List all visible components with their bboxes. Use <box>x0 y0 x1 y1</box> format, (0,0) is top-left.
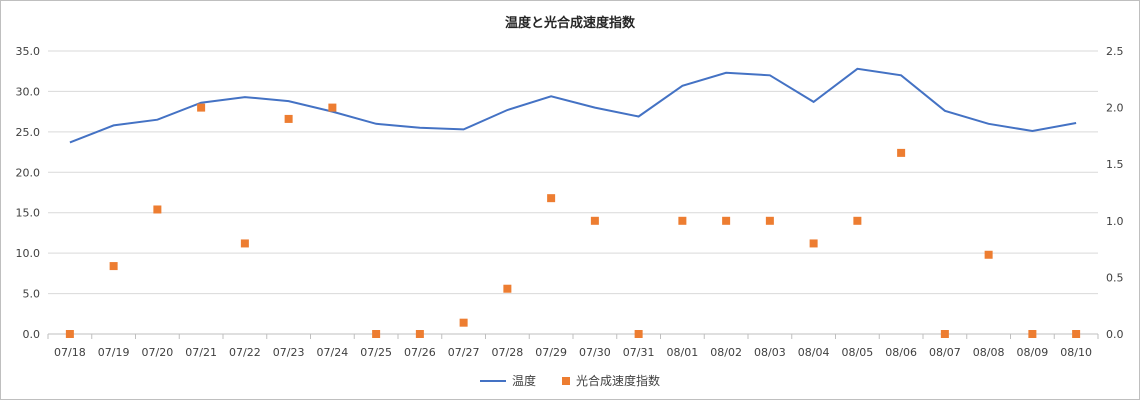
photosynthesis-point <box>634 330 643 338</box>
x-axis-tick-label: 07/28 <box>492 346 524 359</box>
x-axis-tick-label: 07/26 <box>404 346 436 359</box>
x-axis-tick-label: 08/09 <box>1017 346 1049 359</box>
left-axis-tick-label: 35.0 <box>16 45 41 58</box>
right-axis-tick-label: 1.0 <box>1106 215 1124 228</box>
temperature-series-line <box>69 67 1077 144</box>
legend-square-swatch <box>562 376 570 385</box>
x-axis-tick-label: 07/21 <box>185 346 217 359</box>
x-axis-tick-label: 07/31 <box>623 346 655 359</box>
x-axis-tick-label: 07/30 <box>579 346 611 359</box>
x-axis-tick-label: 08/05 <box>842 346 874 359</box>
x-axis-tick-label: 07/22 <box>229 346 261 359</box>
x-axis-tick-label: 07/24 <box>317 346 349 359</box>
x-axis-tick-label: 08/06 <box>885 346 917 359</box>
photosynthesis-series-points <box>65 103 1081 338</box>
x-axis-tick-label: 07/29 <box>535 346 567 359</box>
photosynthesis-point <box>415 330 424 338</box>
photosynthesis-point <box>65 330 74 338</box>
x-axis-tick-label: 08/01 <box>667 346 699 359</box>
right-axis-tick-label: 0.0 <box>1106 328 1124 341</box>
photosynthesis-point <box>765 216 774 225</box>
photosynthesis-point <box>897 148 906 157</box>
left-axis-tick-label: 25.0 <box>16 126 41 139</box>
left-axis-tick-label: 15.0 <box>16 207 41 220</box>
legend-item-temperature: 温度 <box>479 372 536 389</box>
photosynthesis-point <box>197 103 206 112</box>
legend-label-temperature: 温度 <box>511 374 536 388</box>
x-axis-tick-label: 08/02 <box>710 346 742 359</box>
right-axis-tick-label: 2.0 <box>1106 102 1124 115</box>
right-axis-tick-label: 1.5 <box>1106 158 1124 171</box>
legend-line-swatch <box>479 379 506 382</box>
left-axis-tick-label: 10.0 <box>16 247 41 260</box>
photosynthesis-point <box>240 239 249 248</box>
right-axis-tick-label: 0.5 <box>1106 271 1124 284</box>
photosynthesis-point <box>940 330 949 338</box>
chart-legend: 温度 光合成速度指数 <box>0 372 1140 389</box>
x-axis-tick-label: 08/04 <box>798 346 830 359</box>
x-axis-tick-label: 07/23 <box>273 346 305 359</box>
photosynthesis-point <box>722 216 731 225</box>
legend-item-photosynthesis: 光合成速度指数 <box>562 372 660 389</box>
x-axis-tick-label: 07/18 <box>54 346 86 359</box>
chart-title: 温度と光合成速度指数 <box>504 16 635 31</box>
photosynthesis-point <box>590 216 599 225</box>
photosynthesis-point <box>984 250 993 259</box>
right-axis-ticks: 0.0 0.5 1.0 1.5 2.0 2.5 <box>1106 45 1124 341</box>
left-axis-tick-label: 0.0 <box>23 328 41 341</box>
legend-label-photosynthesis: 光合成速度指数 <box>576 374 661 388</box>
right-axis-tick-label: 2.5 <box>1106 45 1124 58</box>
photosynthesis-point <box>1028 330 1037 338</box>
grid-lines <box>48 50 1098 335</box>
photosynthesis-point <box>459 318 468 327</box>
photosynthesis-point <box>328 103 337 112</box>
photosynthesis-point <box>284 114 293 123</box>
photosynthesis-point <box>109 262 118 271</box>
left-axis-ticks: 0.0 5.0 10.0 15.0 20.0 25.0 30.0 35.0 <box>16 45 41 341</box>
x-axis-tick-label: 07/19 <box>98 346 130 359</box>
photosynthesis-point <box>809 239 818 248</box>
photosynthesis-point <box>678 216 687 225</box>
photosynthesis-point <box>547 194 556 203</box>
left-axis-tick-label: 20.0 <box>16 166 41 179</box>
photosynthesis-point <box>853 216 862 225</box>
x-axis-tick-label: 07/20 <box>142 346 174 359</box>
photosynthesis-point <box>503 284 512 293</box>
x-axis-tick-label: 07/27 <box>448 346 480 359</box>
x-axis-tick-label: 08/10 <box>1060 346 1092 359</box>
photosynthesis-point <box>153 205 162 214</box>
left-axis-tick-label: 30.0 <box>16 85 41 98</box>
x-axis-tick-label: 08/08 <box>973 346 1005 359</box>
x-axis-tick-label: 08/03 <box>754 346 786 359</box>
left-axis-tick-label: 5.0 <box>23 288 41 301</box>
photosynthesis-point <box>372 330 381 338</box>
x-axis-ticks: 07/18 07/19 07/20 07/21 07/22 07/23 07/24 07/25… <box>47 334 1099 359</box>
x-axis-tick-label: 08/07 <box>929 346 961 359</box>
photosynthesis-point <box>1072 330 1081 338</box>
x-axis-tick-label: 07/25 <box>360 346 392 359</box>
